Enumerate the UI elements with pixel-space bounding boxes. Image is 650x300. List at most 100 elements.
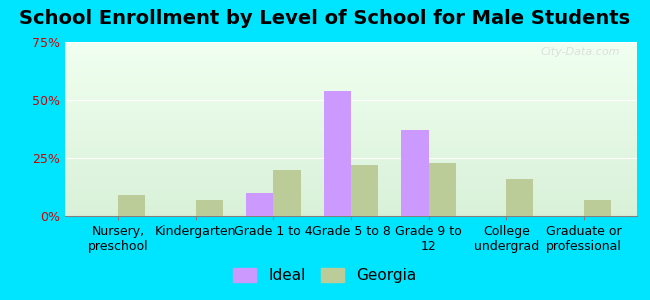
Bar <box>65 190 637 192</box>
Bar <box>324 91 351 216</box>
Bar <box>506 179 534 216</box>
Bar <box>65 112 637 113</box>
Bar <box>65 209 637 211</box>
Bar <box>65 146 637 148</box>
Bar <box>65 66 637 68</box>
Bar <box>65 92 637 94</box>
Bar <box>65 207 637 209</box>
Bar <box>65 174 637 176</box>
Text: City-Data.com: City-Data.com <box>540 47 620 57</box>
Bar <box>65 200 637 202</box>
Bar <box>65 197 637 199</box>
Bar <box>65 96 637 98</box>
Bar <box>65 155 637 157</box>
Bar <box>65 103 637 105</box>
Bar <box>65 188 637 190</box>
Bar <box>65 185 637 186</box>
Bar <box>65 169 637 171</box>
Bar <box>246 193 274 216</box>
Bar <box>65 85 637 87</box>
Bar <box>65 106 637 108</box>
Bar <box>65 129 637 131</box>
Bar <box>65 70 637 72</box>
Bar <box>428 163 456 216</box>
Bar <box>65 72 637 73</box>
Bar <box>65 115 637 117</box>
Bar <box>65 194 637 195</box>
Bar <box>65 171 637 172</box>
Bar <box>65 47 637 49</box>
Bar <box>65 75 637 77</box>
Bar <box>65 214 637 216</box>
Bar <box>65 77 637 79</box>
Bar <box>118 195 146 216</box>
Bar <box>65 124 637 125</box>
Bar <box>65 195 637 197</box>
Bar <box>65 91 637 92</box>
Bar <box>65 204 637 206</box>
Bar <box>65 140 637 141</box>
Bar <box>65 105 637 106</box>
Bar <box>65 42 637 44</box>
Bar <box>65 202 637 204</box>
Bar <box>196 200 223 216</box>
Bar <box>65 145 637 146</box>
Bar <box>65 79 637 80</box>
Bar <box>402 130 428 216</box>
Bar <box>65 101 637 103</box>
Bar <box>65 108 637 110</box>
Bar <box>65 46 637 47</box>
Bar <box>65 136 637 138</box>
Bar <box>65 127 637 129</box>
Bar <box>351 165 378 216</box>
Bar <box>65 162 637 164</box>
Bar <box>584 200 611 216</box>
Bar <box>65 206 637 207</box>
Bar <box>65 117 637 118</box>
Bar <box>65 141 637 143</box>
Bar <box>65 153 637 155</box>
Bar <box>65 176 637 178</box>
Bar <box>65 110 637 112</box>
Text: School Enrollment by Level of School for Male Students: School Enrollment by Level of School for… <box>20 9 630 28</box>
Bar <box>65 94 637 96</box>
Bar <box>65 44 637 46</box>
Bar <box>65 64 637 66</box>
Bar <box>65 120 637 122</box>
Bar <box>65 192 637 194</box>
Bar <box>65 98 637 99</box>
Bar <box>65 199 637 200</box>
Bar <box>65 133 637 134</box>
Bar <box>65 152 637 153</box>
Bar <box>65 166 637 167</box>
Bar <box>65 118 637 120</box>
Bar <box>65 125 637 127</box>
Bar <box>274 169 300 216</box>
Bar <box>65 134 637 136</box>
Bar <box>65 89 637 91</box>
Bar <box>65 63 637 64</box>
Bar <box>65 84 637 85</box>
Bar <box>65 51 637 52</box>
Bar <box>65 211 637 212</box>
Bar <box>65 122 637 124</box>
Bar <box>65 148 637 150</box>
Bar <box>65 59 637 61</box>
Legend: Ideal, Georgia: Ideal, Georgia <box>227 262 422 290</box>
Bar <box>65 212 637 214</box>
Bar <box>65 157 637 159</box>
Bar <box>65 150 637 152</box>
Bar <box>65 80 637 82</box>
Bar <box>65 181 637 183</box>
Bar <box>65 186 637 188</box>
Bar <box>65 160 637 162</box>
Bar <box>65 183 637 185</box>
Bar <box>65 113 637 115</box>
Bar <box>65 54 637 56</box>
Bar <box>65 52 637 54</box>
Bar <box>65 159 637 160</box>
Bar <box>65 167 637 169</box>
Bar <box>65 138 637 140</box>
Bar <box>65 172 637 174</box>
Bar <box>65 131 637 133</box>
